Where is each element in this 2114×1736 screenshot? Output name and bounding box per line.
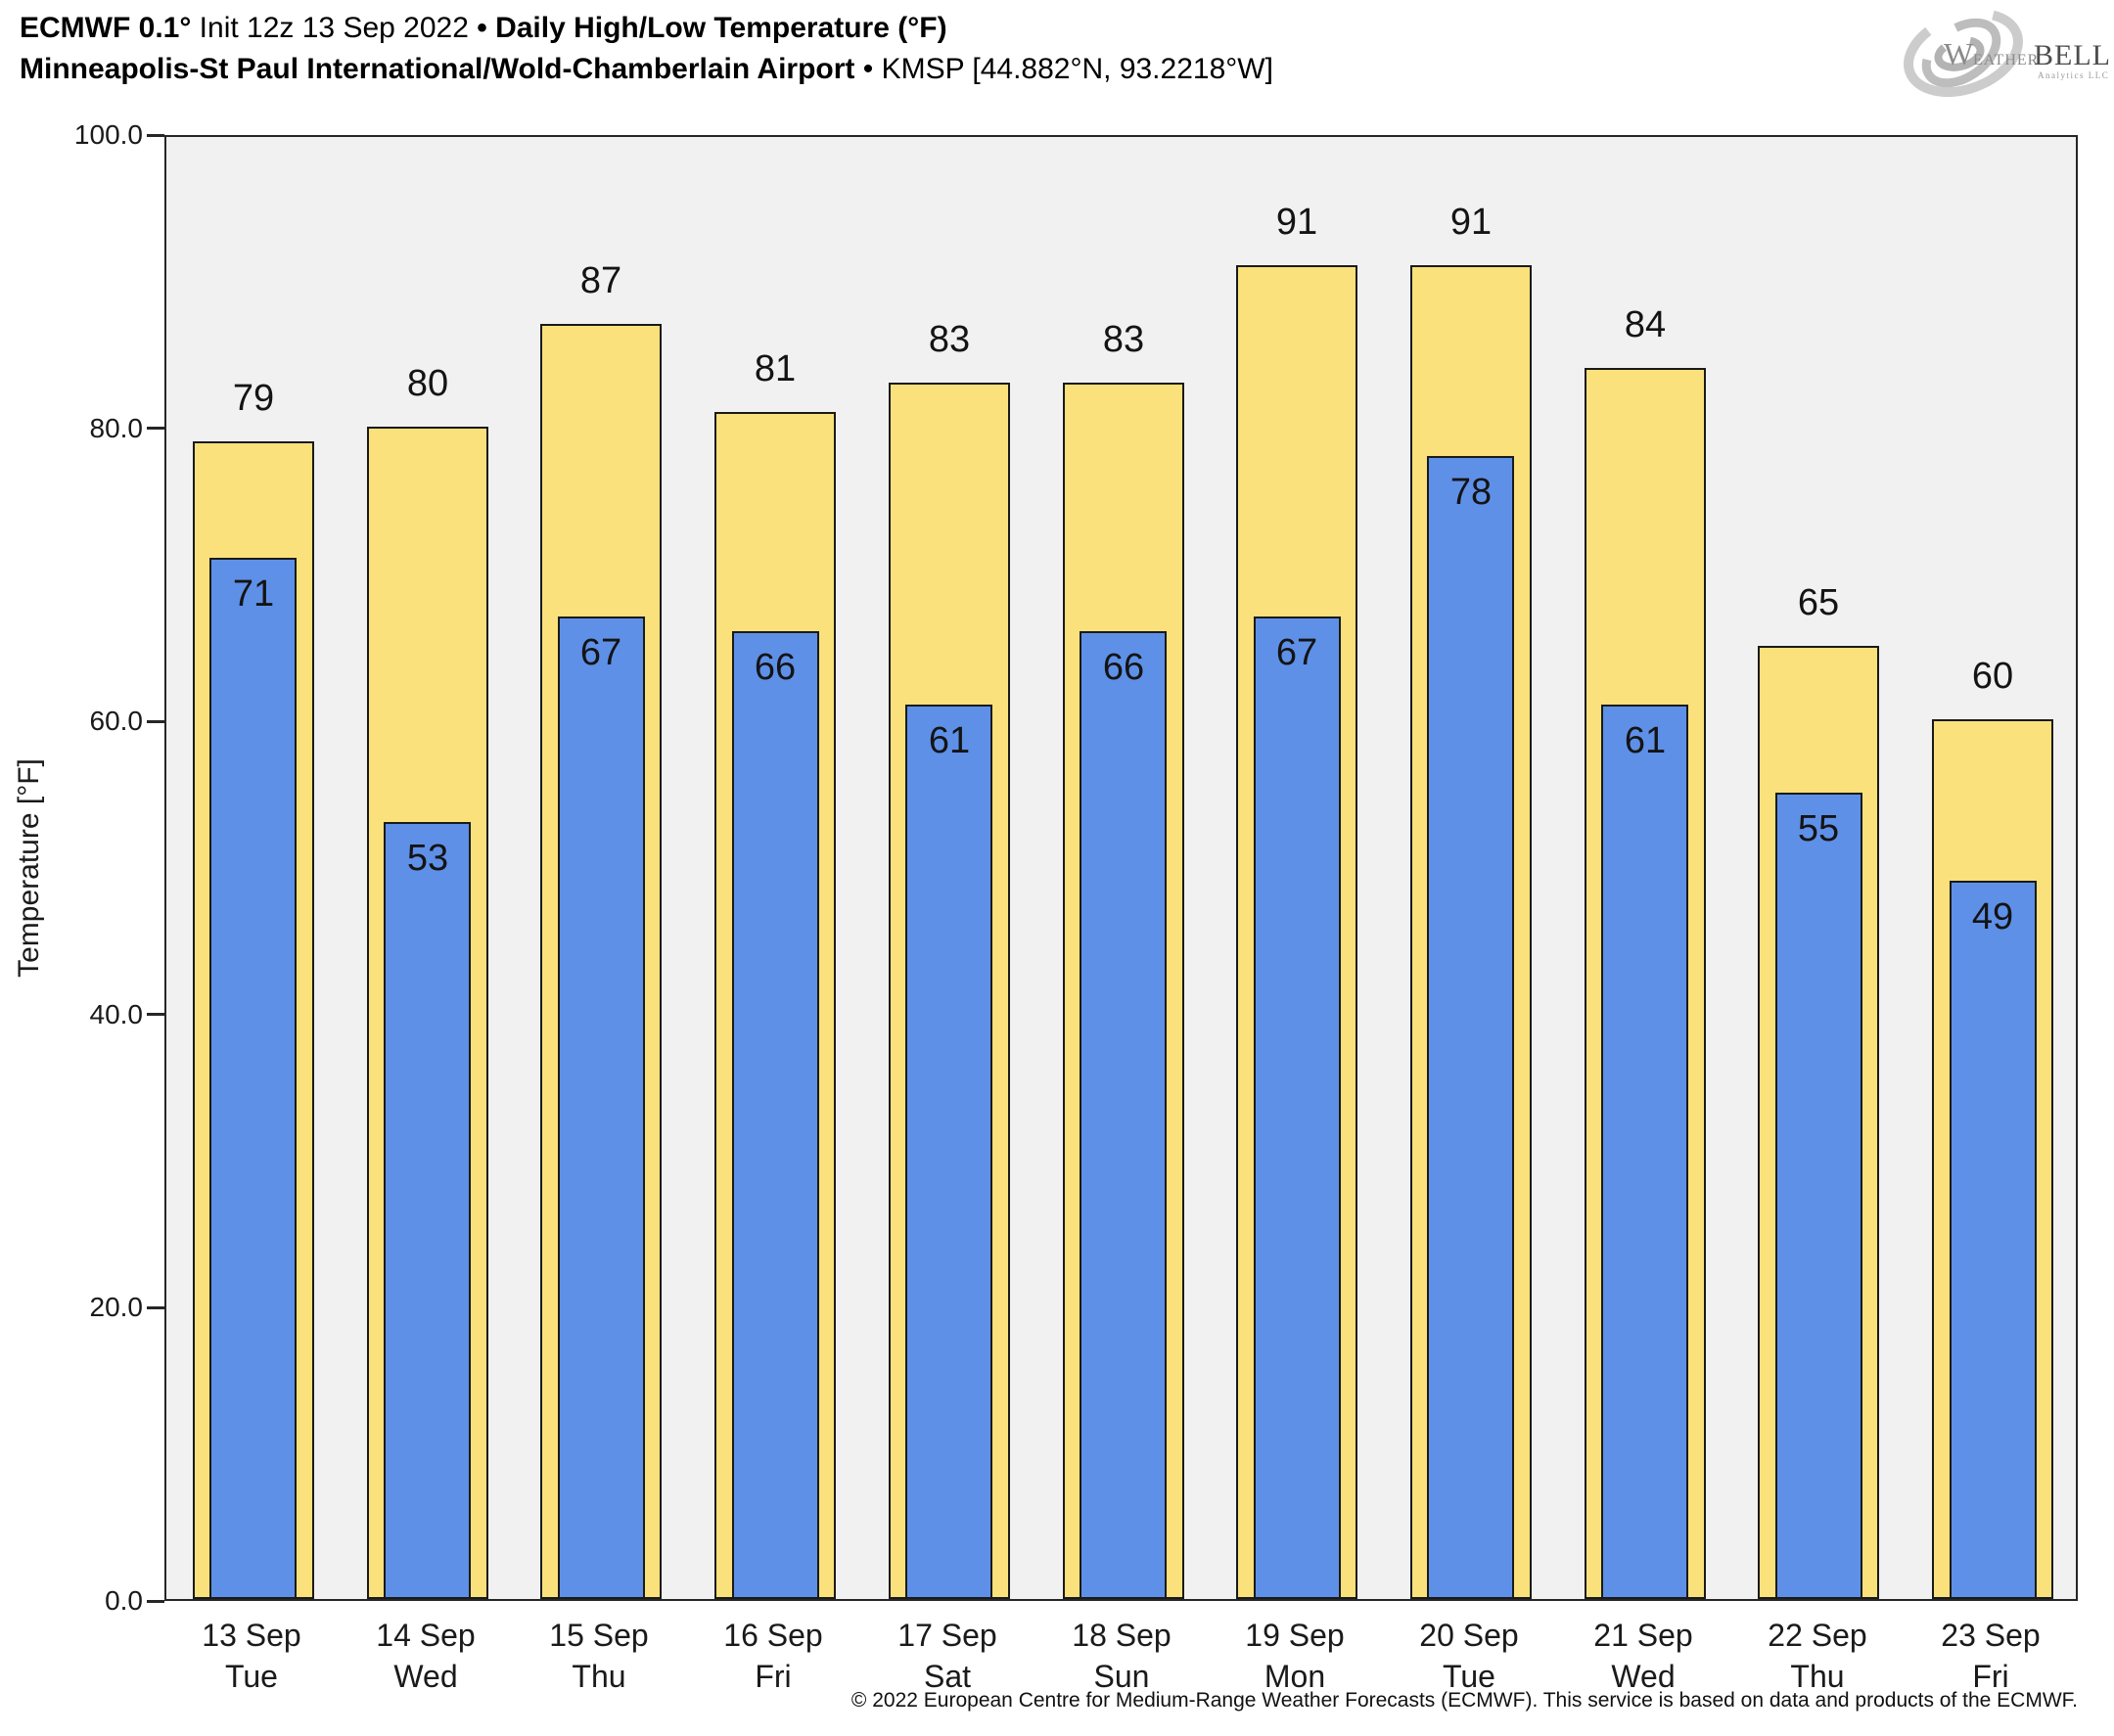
x-label-date: 19 Sep <box>1245 1618 1345 1653</box>
x-label-day: Fri <box>1972 1659 2009 1694</box>
x-label-day: Wed <box>1611 1659 1676 1694</box>
copyright-notice: © 2022 European Centre for Medium-Range … <box>850 1689 2078 1712</box>
low-temp-value: 67 <box>579 632 622 673</box>
low-temp-value: 49 <box>1971 896 2014 937</box>
x-axis-labels: 13 Sep Tue 14 Sep Wed 15 Sep Thu 16 Sep Fri 17 S… <box>164 1601 2078 1709</box>
y-tick-mark <box>147 1013 164 1017</box>
x-label-day: Wed <box>393 1659 458 1694</box>
x-label-date: 20 Sep <box>1419 1618 1519 1653</box>
x-label-day: Mon <box>1264 1659 1326 1694</box>
high-temp-value: 60 <box>1971 656 2014 697</box>
high-temp-value: 87 <box>579 260 622 301</box>
low-temp-bar <box>558 617 645 1599</box>
high-temp-value: 83 <box>928 319 971 360</box>
logo-text-w: W <box>1944 36 1974 71</box>
low-temp-bar <box>1427 456 1514 1599</box>
low-temp-value: 53 <box>406 838 449 879</box>
chart-title-line2: Minneapolis-St Paul International/Wold-C… <box>20 49 1273 90</box>
x-axis-category-label: 18 Sep Sun <box>1034 1615 1209 1697</box>
title-variable: • Daily High/Low Temperature (°F) <box>477 12 947 44</box>
x-axis-category-label: 22 Sep Thu <box>1730 1615 1905 1697</box>
y-tick-label: 100.0 <box>73 119 143 150</box>
x-label-date: 18 Sep <box>1072 1618 1172 1653</box>
chart-title-line1: ECMWF 0.1° Init 12z 13 Sep 2022 • Daily … <box>20 8 1273 49</box>
x-label-day: Fri <box>755 1659 792 1694</box>
chart-header: ECMWF 0.1° Init 12z 13 Sep 2022 • Daily … <box>20 8 1273 90</box>
y-axis-title: Temperature [°F] <box>13 758 45 978</box>
low-temp-bar <box>1254 617 1341 1599</box>
low-temp-bar <box>1775 793 1862 1599</box>
low-temp-value: 66 <box>754 647 797 688</box>
x-label-date: 17 Sep <box>897 1618 997 1653</box>
low-temp-value: 71 <box>232 573 275 615</box>
low-temp-value: 66 <box>1102 647 1145 688</box>
low-temp-value: 55 <box>1797 808 1840 849</box>
x-axis-category-label: 13 Sep Tue <box>164 1615 339 1697</box>
high-temp-value: 81 <box>754 348 797 389</box>
low-temp-value: 61 <box>928 720 971 761</box>
y-tick-mark <box>147 427 164 431</box>
x-label-day: Sat <box>923 1659 972 1694</box>
title-model: ECMWF 0.1° <box>20 12 192 44</box>
low-temp-bar <box>209 558 297 1599</box>
hurricane-swirl-icon <box>1904 8 2023 98</box>
low-temp-bar <box>384 822 471 1599</box>
high-temp-value: 91 <box>1275 202 1318 243</box>
x-label-date: 23 Sep <box>1941 1618 2041 1653</box>
plot-area: 79 71 80 53 87 67 81 66 83 61 83 66 91 67 91 78 84 61 65 55… <box>164 135 2078 1601</box>
x-axis-category-label: 23 Sep Fri <box>1904 1615 2078 1697</box>
low-temp-bar <box>1601 705 1688 1599</box>
title-station-coords: KMSP [44.882°N, 93.2218°W] <box>881 53 1273 85</box>
x-label-date: 22 Sep <box>1768 1618 1867 1653</box>
y-tick-label: 80.0 <box>89 412 144 443</box>
x-label-date: 15 Sep <box>549 1618 649 1653</box>
x-axis-category-label: 20 Sep Tue <box>1382 1615 1556 1697</box>
low-temp-bar <box>905 705 992 1599</box>
x-axis-category-label: 19 Sep Mon <box>1208 1615 1382 1697</box>
x-axis-category-label: 14 Sep Wed <box>339 1615 513 1697</box>
low-temp-value: 67 <box>1275 632 1318 673</box>
high-temp-value: 84 <box>1624 304 1667 345</box>
x-axis-category-label: 21 Sep Wed <box>1556 1615 1730 1697</box>
high-temp-value: 79 <box>232 378 275 419</box>
title-station-name: Minneapolis-St Paul International/Wold-C… <box>20 53 855 85</box>
x-label-date: 14 Sep <box>376 1618 476 1653</box>
high-temp-value: 91 <box>1449 202 1493 243</box>
low-temp-value: 61 <box>1624 720 1667 761</box>
y-tick-mark <box>147 1305 164 1309</box>
logo-subtext: Analytics LLC <box>2038 70 2109 80</box>
low-temp-value: 78 <box>1449 472 1493 513</box>
x-label-day: Thu <box>572 1659 626 1694</box>
x-axis-category-label: 15 Sep Thu <box>512 1615 686 1697</box>
weatherbell-logo-graphic: W EATHER BELL Analytics LLC <box>1904 8 2110 98</box>
x-label-day: Sun <box>1093 1659 1150 1694</box>
y-tick-mark <box>147 133 164 137</box>
logo-text-eather: EATHER <box>1973 52 2039 69</box>
y-tick-label: 40.0 <box>89 998 144 1029</box>
high-temp-value: 65 <box>1797 582 1840 623</box>
weatherbell-logo: W EATHER BELL Analytics LLC <box>1903 2 2110 104</box>
high-temp-value: 83 <box>1102 319 1145 360</box>
high-temp-value: 80 <box>406 363 449 404</box>
y-tick-label: 60.0 <box>89 706 144 737</box>
x-label-day: Thu <box>1790 1659 1845 1694</box>
y-tick-label: 0.0 <box>105 1585 143 1616</box>
x-axis-category-label: 17 Sep Sat <box>860 1615 1034 1697</box>
y-tick-label: 20.0 <box>89 1292 144 1323</box>
x-label-date: 16 Sep <box>723 1618 823 1653</box>
low-temp-bar <box>1080 631 1167 1599</box>
y-tick-mark <box>147 719 164 723</box>
title-init: Init 12z 13 Sep 2022 <box>191 12 478 44</box>
x-label-date: 21 Sep <box>1593 1618 1693 1653</box>
x-label-date: 13 Sep <box>202 1618 301 1653</box>
low-temp-bar <box>1950 881 2037 1599</box>
title-separator: • <box>854 53 882 85</box>
y-tick-mark <box>147 1599 164 1603</box>
low-temp-bar <box>732 631 819 1599</box>
logo-text-bell: BELL <box>2034 39 2110 71</box>
x-axis-category-label: 16 Sep Fri <box>686 1615 860 1697</box>
x-label-day: Tue <box>225 1659 278 1694</box>
x-label-day: Tue <box>1443 1659 1495 1694</box>
